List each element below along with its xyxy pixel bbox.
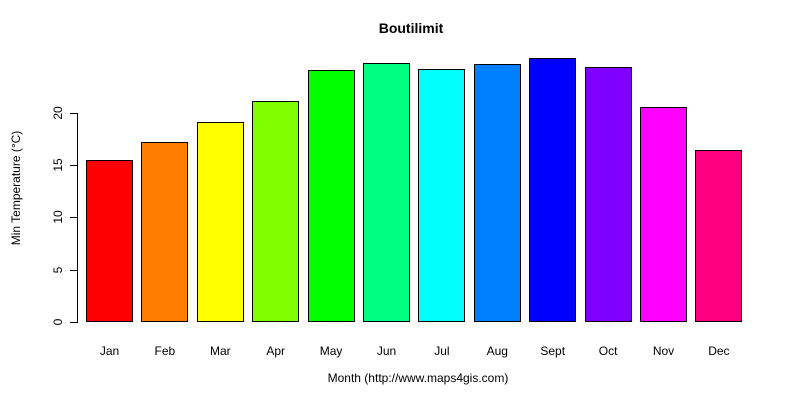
- y-tick-mark-5: [70, 269, 77, 271]
- y-tick-label-10: 10: [51, 210, 65, 225]
- y-tick-mark-0: [70, 322, 77, 323]
- bar-dec: [695, 150, 743, 322]
- y-axis-label-text: Min Temperature (°C): [9, 130, 23, 246]
- x-tick-label-jun: Jun: [376, 344, 397, 358]
- x-axis-label: Month (http://www.maps4gis.com): [327, 371, 509, 385]
- y-tick-label-5: 5: [51, 266, 65, 274]
- x-tick-label-feb: Feb: [154, 344, 176, 358]
- x-tick-label-jan: Jan: [99, 344, 120, 358]
- x-tick-label-oct: Oct: [598, 344, 618, 358]
- x-tick-label-nov: Nov: [652, 344, 675, 358]
- x-tick-label-aug: Aug: [486, 344, 508, 358]
- bar-jan: [86, 159, 133, 322]
- y-tick-mark-15: [70, 165, 77, 167]
- x-tick-label-mar: Mar: [209, 344, 231, 358]
- bar-may: [307, 69, 355, 322]
- bar-oct: [584, 66, 632, 322]
- x-tick-label-dec: Dec: [708, 344, 730, 358]
- y-tick-label-0: 0: [51, 318, 65, 326]
- bar-apr: [252, 101, 300, 322]
- x-tick-label-jul: Jul: [434, 344, 450, 358]
- bar-jul: [418, 68, 466, 322]
- bar-sept: [529, 58, 577, 322]
- x-tick-label-may: May: [319, 344, 343, 358]
- x-tick-label-sept: Sept: [540, 344, 566, 358]
- bar-mar: [196, 122, 244, 322]
- bar-nov: [640, 106, 687, 322]
- y-tick-mark-20: [70, 112, 77, 114]
- y-tick-label-15: 15: [51, 158, 65, 172]
- y-tick-mark-10: [70, 217, 77, 219]
- x-tick-label-apr: Apr: [266, 344, 286, 358]
- bar-jun: [363, 62, 410, 322]
- y-axis-line: [77, 112, 78, 323]
- y-tick-label-20: 20: [51, 106, 65, 120]
- bar-feb: [141, 142, 189, 322]
- bar-aug: [473, 63, 521, 322]
- chart-title: Boutilimit: [378, 20, 444, 36]
